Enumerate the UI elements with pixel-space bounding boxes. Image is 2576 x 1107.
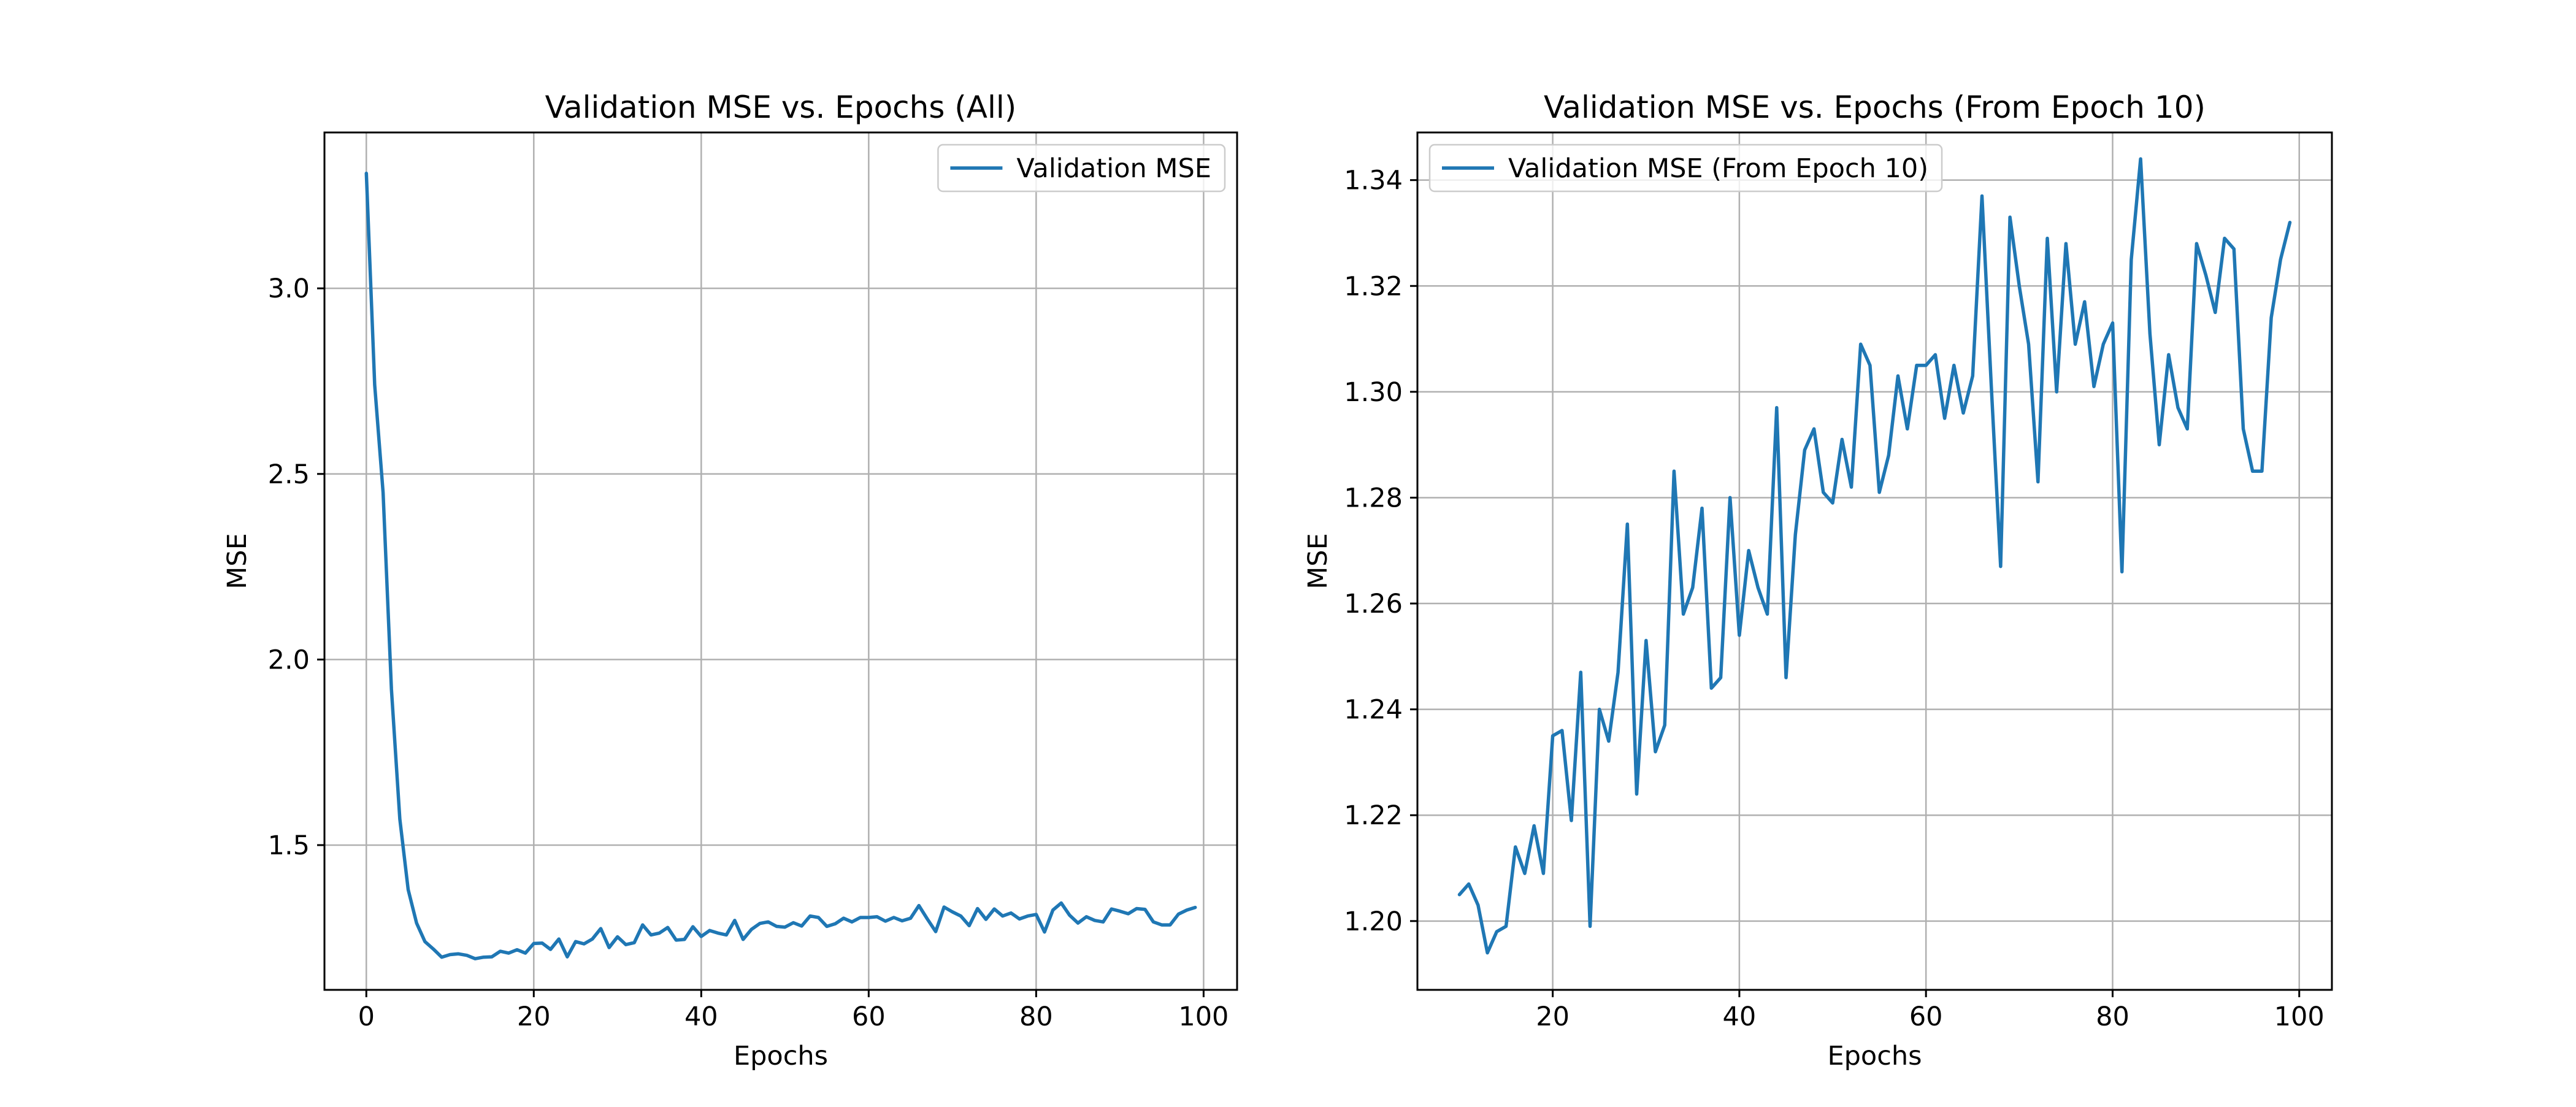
chart-title: Validation MSE vs. Epochs (From Epoch 10… <box>1544 90 2206 125</box>
legend: Validation MSE (From Epoch 10) <box>1428 144 1943 193</box>
x-tick-label: 100 <box>1178 1002 1229 1032</box>
x-tick-label: 40 <box>684 1002 718 1032</box>
y-tick-label: 1.34 <box>1344 166 1403 196</box>
y-tick-label: 1.26 <box>1344 589 1403 619</box>
series-line <box>1457 157 2292 955</box>
y-axis-label: MSE <box>1303 533 1333 589</box>
legend-label: Validation MSE <box>1016 153 1211 184</box>
ticks: 20 40 60 80 100 1.20 1.22 1.24 1.26 1.28 1.30 1.32 1… <box>1344 166 2325 1032</box>
plot-frame <box>1416 131 2333 991</box>
legend-label: Validation MSE (From Epoch 10) <box>1508 153 1928 184</box>
y-tick-label: 2.5 <box>268 459 310 490</box>
x-tick-label: 40 <box>1723 1002 1757 1032</box>
y-tick-label: 1.32 <box>1344 271 1403 302</box>
y-tick-label: 3.0 <box>268 274 310 304</box>
series-line <box>364 171 1197 960</box>
x-axis-label: Epochs <box>1827 1041 1922 1071</box>
legend: Validation MSE <box>937 144 1226 193</box>
ticks: 0 20 40 60 80 100 1.5 2.0 2.5 3.0 <box>268 274 1229 1032</box>
x-tick-label: 0 <box>358 1002 375 1032</box>
x-tick-label: 100 <box>2274 1002 2325 1032</box>
x-tick-label: 20 <box>517 1002 551 1032</box>
grid-lines <box>324 132 1237 990</box>
chart-from-epoch-10: 20 40 60 80 100 1.20 1.22 1.24 1.26 1.28 1.30 1.32 1… <box>1303 90 2333 1071</box>
plot-frame <box>323 131 1238 991</box>
x-tick-label: 60 <box>852 1002 886 1032</box>
y-tick-label: 1.28 <box>1344 483 1403 513</box>
x-tick-label: 80 <box>2096 1002 2129 1032</box>
chart-title: Validation MSE vs. Epochs (All) <box>545 90 1017 125</box>
y-tick-label: 1.20 <box>1344 906 1403 937</box>
legend-box <box>937 144 1226 193</box>
series-layer <box>1457 157 2292 955</box>
x-axis-label: Epochs <box>734 1041 828 1071</box>
y-tick-label: 1.5 <box>268 830 310 861</box>
x-tick-label: 20 <box>1536 1002 1570 1032</box>
x-tick-label: 60 <box>1909 1002 1943 1032</box>
x-tick-label: 80 <box>1019 1002 1053 1032</box>
y-axis-label: MSE <box>222 533 253 589</box>
y-tick-label: 2.0 <box>268 645 310 675</box>
series-layer <box>364 171 1197 960</box>
chart-all-epochs: 0 20 40 60 80 100 1.5 2.0 2.5 3.0 Validation MSE … <box>222 90 1238 1071</box>
y-tick-label: 1.22 <box>1344 800 1403 831</box>
y-tick-label: 1.30 <box>1344 377 1403 408</box>
legend-box <box>1428 144 1943 193</box>
y-tick-label: 1.24 <box>1344 695 1403 726</box>
